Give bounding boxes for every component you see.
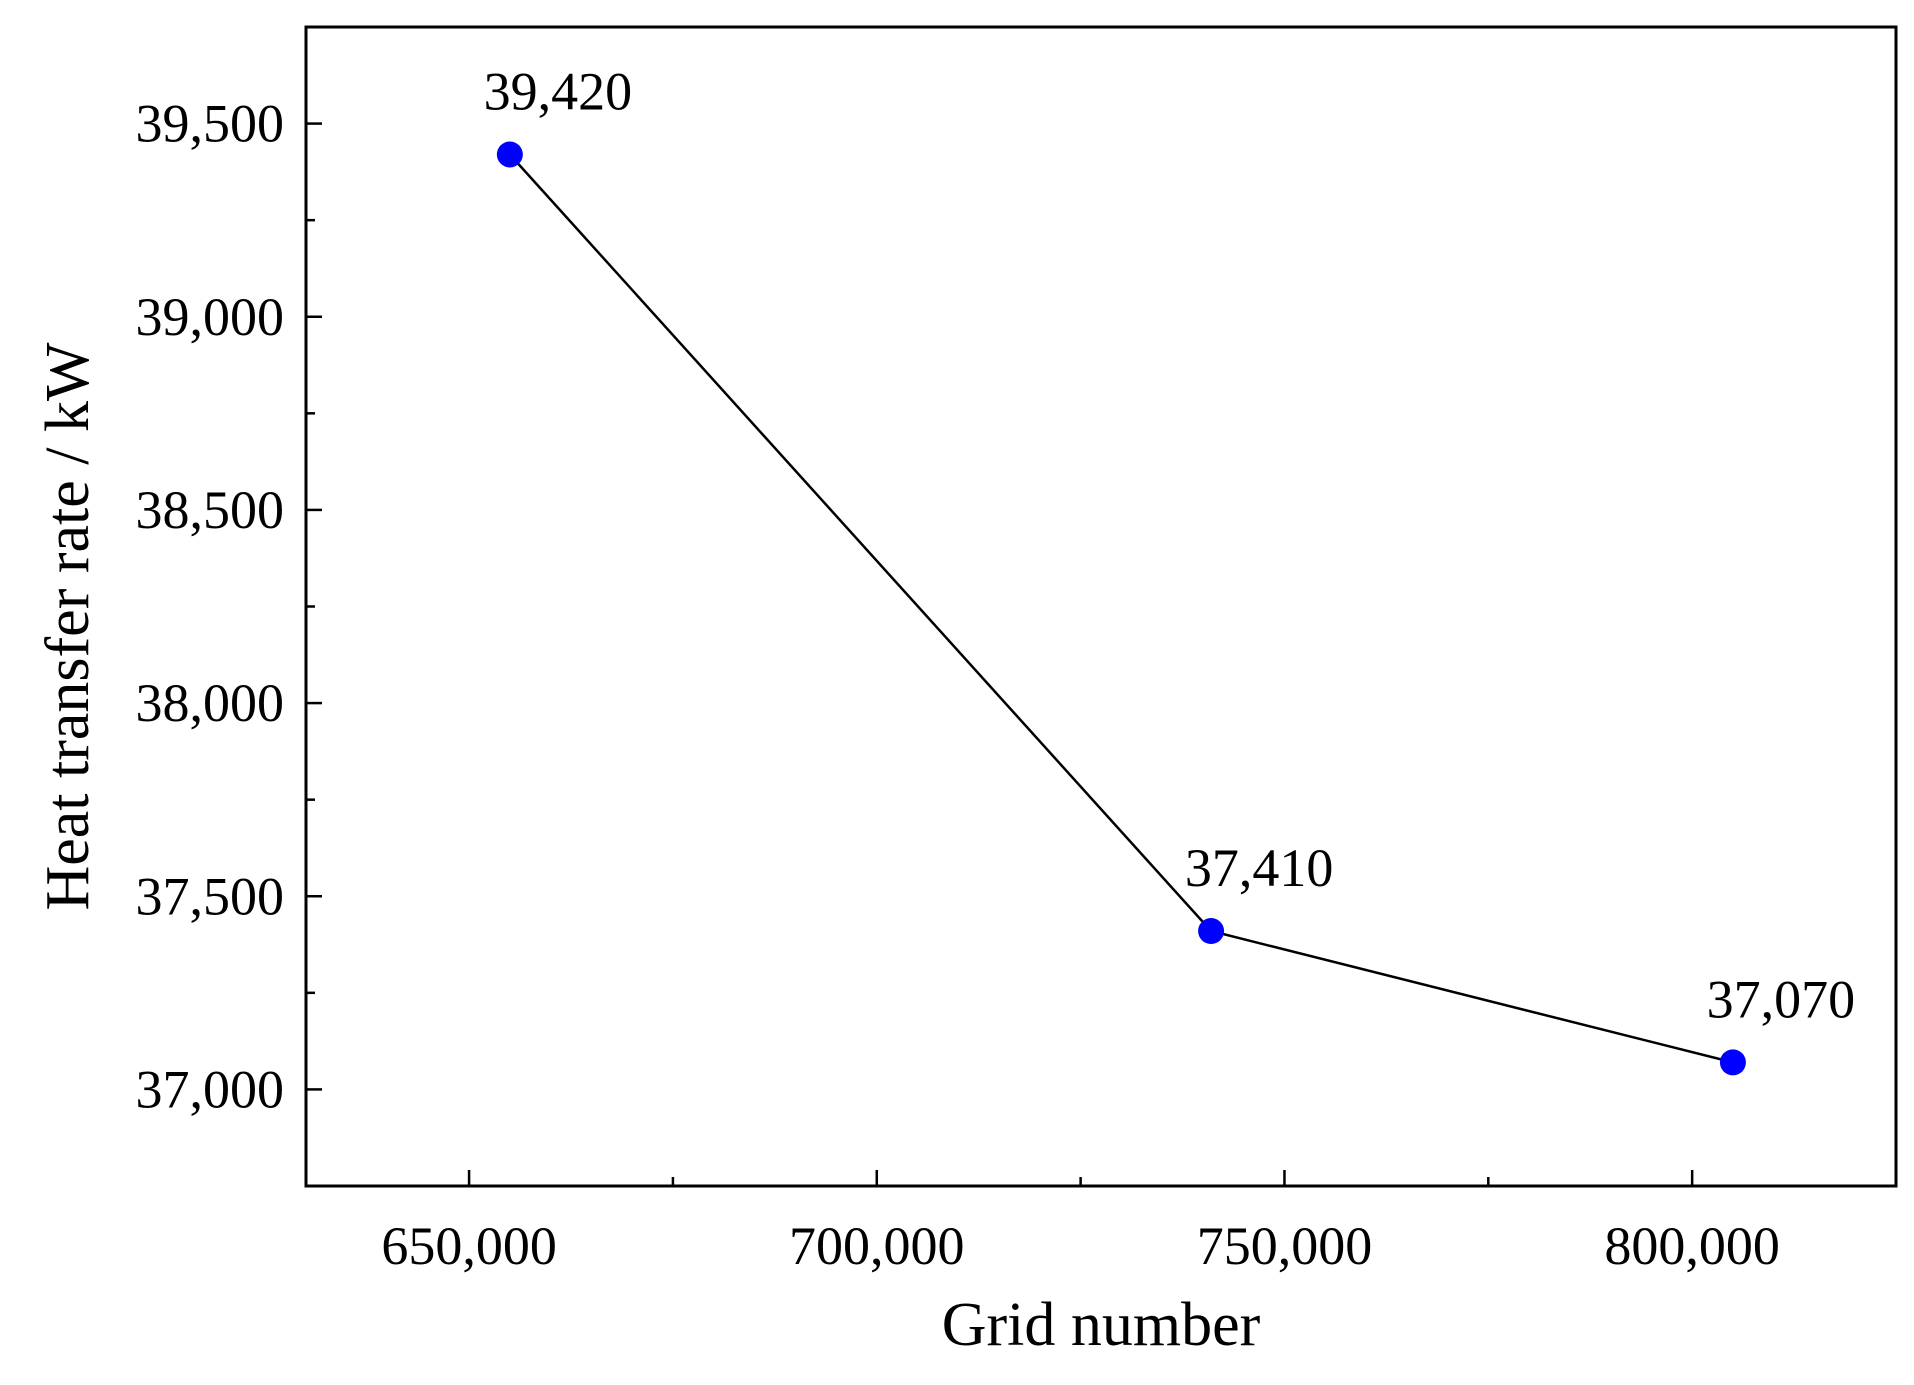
data-point: [1198, 918, 1225, 945]
y-tick-label: 39,000: [136, 287, 285, 347]
y-axis-title: Heat transfer rate / kW: [34, 342, 102, 911]
data-label: 39,420: [484, 61, 633, 121]
data-point: [1719, 1049, 1746, 1076]
y-tick-label: 38,500: [136, 480, 285, 540]
x-tick-label: 750,000: [1197, 1216, 1373, 1276]
y-tick-label: 38,000: [136, 673, 285, 733]
x-tick-label: 700,000: [789, 1216, 965, 1276]
data-point: [496, 141, 523, 168]
series-line: [508, 153, 1734, 1064]
plot-frame: [304, 25, 1898, 1188]
data-label: 37,070: [1707, 969, 1856, 1029]
y-tick-label: 39,500: [136, 94, 285, 154]
axes: 650,000 700,000 750,000 800,000 37,000 37,500…: [136, 25, 1898, 1276]
y-tick-label: 37,500: [136, 866, 285, 926]
x-tick-label: 800,000: [1604, 1216, 1780, 1276]
data-points: [496, 141, 1746, 1076]
y-tick-label: 37,000: [136, 1059, 285, 1119]
data-labels: 39,420 37,410 37,070: [484, 61, 1856, 1029]
series-line-group: [508, 153, 1734, 1064]
axis-titles: Grid number Heat transfer rate / kW: [34, 342, 1261, 1359]
x-axis-title: Grid number: [942, 1291, 1261, 1359]
x-tick-label: 650,000: [381, 1216, 557, 1276]
data-label: 37,410: [1185, 838, 1334, 898]
